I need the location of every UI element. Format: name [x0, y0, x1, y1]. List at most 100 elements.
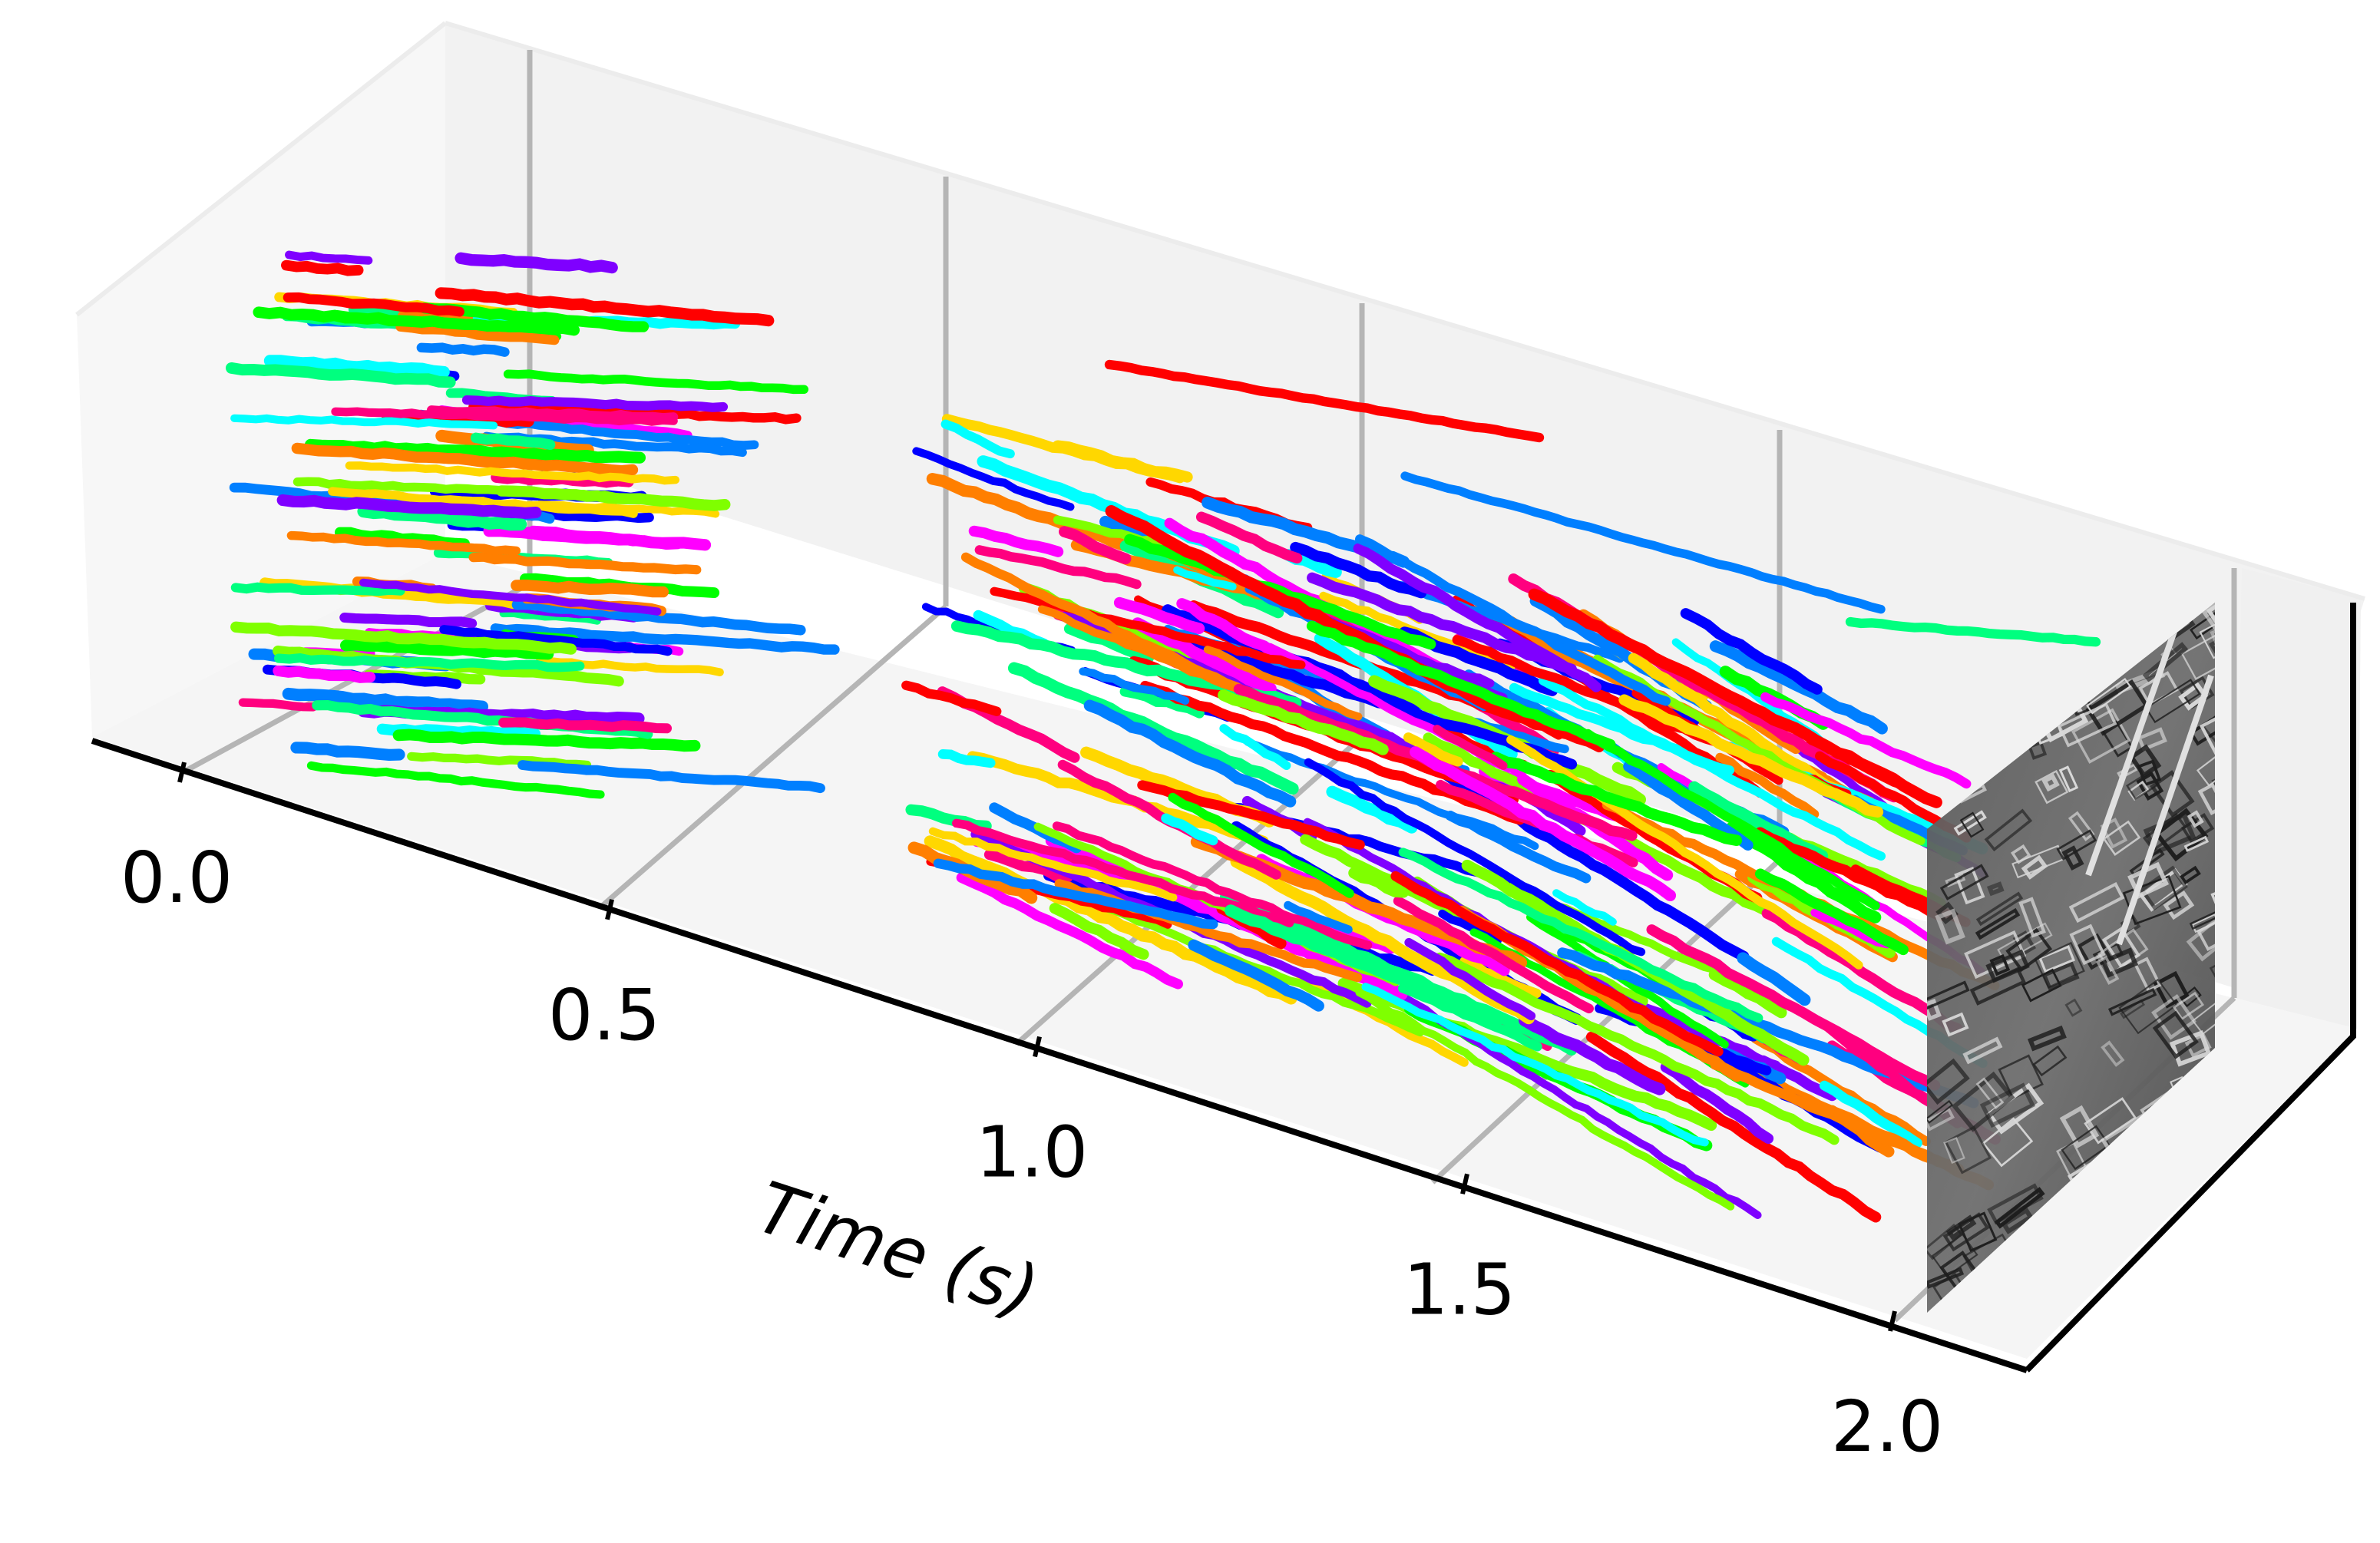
- track-path: [1052, 821, 1373, 950]
- x-axis-spine: [91, 738, 2028, 1373]
- axis-spines: [91, 603, 2356, 1373]
- frame-texture-mark: [2021, 968, 2062, 1003]
- track-path: [1400, 471, 1886, 614]
- frame-texture-mark: [2187, 810, 2204, 828]
- frame-texture-mark: [2068, 881, 2125, 923]
- frame-texture-mark: [2180, 1279, 2215, 1313]
- frame-texture-mark: [2116, 674, 2214, 946]
- track-path: [1490, 752, 1743, 846]
- track-path: [1161, 813, 1218, 846]
- frame-texture-mark: [2027, 1025, 2067, 1052]
- frame-texture-mark: [2161, 1269, 2194, 1295]
- x-tick-label: 1.5: [1403, 1248, 1516, 1330]
- frame-texture-mark: [2061, 845, 2084, 871]
- frame-texture-mark: [1927, 1107, 1955, 1132]
- frame-texture-mark: [2133, 957, 2162, 993]
- frame-texture-mark: [2100, 947, 2139, 978]
- frame-texture-mark: [2183, 835, 2210, 852]
- frame-texture-mark: [2197, 919, 2215, 951]
- frame-texture-mark: [1943, 1137, 1965, 1164]
- track-path: [901, 680, 1002, 716]
- frame-texture-mark: [2056, 829, 2097, 861]
- track-path: [1761, 908, 1963, 1034]
- track-path: [1754, 827, 1947, 922]
- frame-texture-mark: [2137, 1301, 2163, 1313]
- frame-texture-mark: [1989, 954, 2011, 976]
- frame-texture-mark: [2191, 992, 2215, 1036]
- track-path: [435, 287, 775, 327]
- x-axis-ticks: 0.0 0.5 1.0 1.5 2.0: [121, 762, 1943, 1468]
- track-path: [304, 438, 646, 464]
- back-top-edge: [75, 21, 447, 317]
- frame-texture-mark: [1975, 1077, 2005, 1109]
- frame-texture-mark: [2199, 711, 2215, 756]
- track-path: [1225, 904, 1504, 1026]
- track-path: [273, 665, 376, 683]
- track-path: [1063, 623, 1155, 663]
- frame-texture-mark: [2157, 1270, 2197, 1297]
- track-path: [291, 442, 639, 477]
- frame-texture-mark: [2152, 1010, 2199, 1059]
- track-path: [968, 525, 1064, 557]
- track-path: [1754, 868, 1909, 956]
- x-tick-mark: [1460, 1173, 1469, 1194]
- track-path: [1168, 792, 1354, 898]
- frame-texture-mark: [2032, 1045, 2068, 1077]
- frame-texture-mark: [1994, 1187, 2045, 1229]
- track-path: [1760, 692, 1972, 789]
- frame-texture-mark: [2199, 623, 2215, 659]
- frame-texture-mark: [2194, 1298, 2215, 1313]
- track-path: [1438, 909, 1502, 945]
- frame-texture-mark: [2058, 765, 2079, 793]
- track-path: [1725, 822, 1882, 923]
- frame-texture-mark: [2173, 1270, 2215, 1313]
- track-path: [483, 525, 712, 551]
- track-path: [1680, 608, 1823, 695]
- frame-texture-mark: [1951, 1071, 2015, 1132]
- track-path: [1219, 724, 1291, 771]
- frame-texture-mark: [2001, 1207, 2034, 1234]
- track-path: [273, 653, 585, 672]
- track-path: [1623, 761, 1754, 851]
- track-path: [1326, 785, 1418, 834]
- frame-texture-mark: [1927, 1058, 1970, 1105]
- track-path: [1552, 889, 1617, 926]
- track-path: [1131, 617, 1277, 696]
- track-path: [960, 552, 1274, 708]
- track-path: [511, 579, 669, 598]
- track-path: [1059, 526, 1132, 565]
- track-path: [395, 322, 560, 345]
- track-path: [1410, 746, 1677, 902]
- track-path: [1049, 903, 1149, 960]
- track-path: [1506, 735, 1863, 970]
- frame-texture-mark: [2144, 679, 2201, 724]
- track-path: [1585, 1031, 1882, 1223]
- track-path: [230, 582, 405, 596]
- track-path: [439, 625, 673, 656]
- track-path: [933, 858, 1218, 930]
- frame-texture-mark: [2197, 782, 2215, 816]
- track-path: [1188, 600, 1605, 753]
- frame-texture-mark: [2021, 854, 2048, 880]
- track-path: [952, 818, 1294, 928]
- track-path: [328, 487, 638, 518]
- track-path: [1646, 924, 1941, 1091]
- frame-texture-mark: [2197, 1267, 2215, 1286]
- track-path: [345, 461, 680, 485]
- track-path: [1353, 543, 1602, 692]
- frame-texture-mark: [1953, 810, 1987, 836]
- x-tick-mark: [1033, 1036, 1042, 1058]
- track-path: [426, 405, 679, 423]
- left-pane: [77, 23, 445, 737]
- track-path: [990, 586, 1306, 669]
- x-tick-label: 1.0: [976, 1112, 1088, 1194]
- track-path: [1124, 534, 1436, 650]
- track-path: [1195, 511, 1303, 564]
- frame-texture-mark: [2068, 811, 2095, 841]
- track-path: [1845, 616, 2101, 647]
- grid-floor-3: [1430, 857, 1782, 1185]
- x-tick-mark: [177, 762, 187, 783]
- frame-texture-mark: [2028, 741, 2048, 760]
- track-path: [416, 342, 510, 357]
- track-path: [238, 698, 318, 712]
